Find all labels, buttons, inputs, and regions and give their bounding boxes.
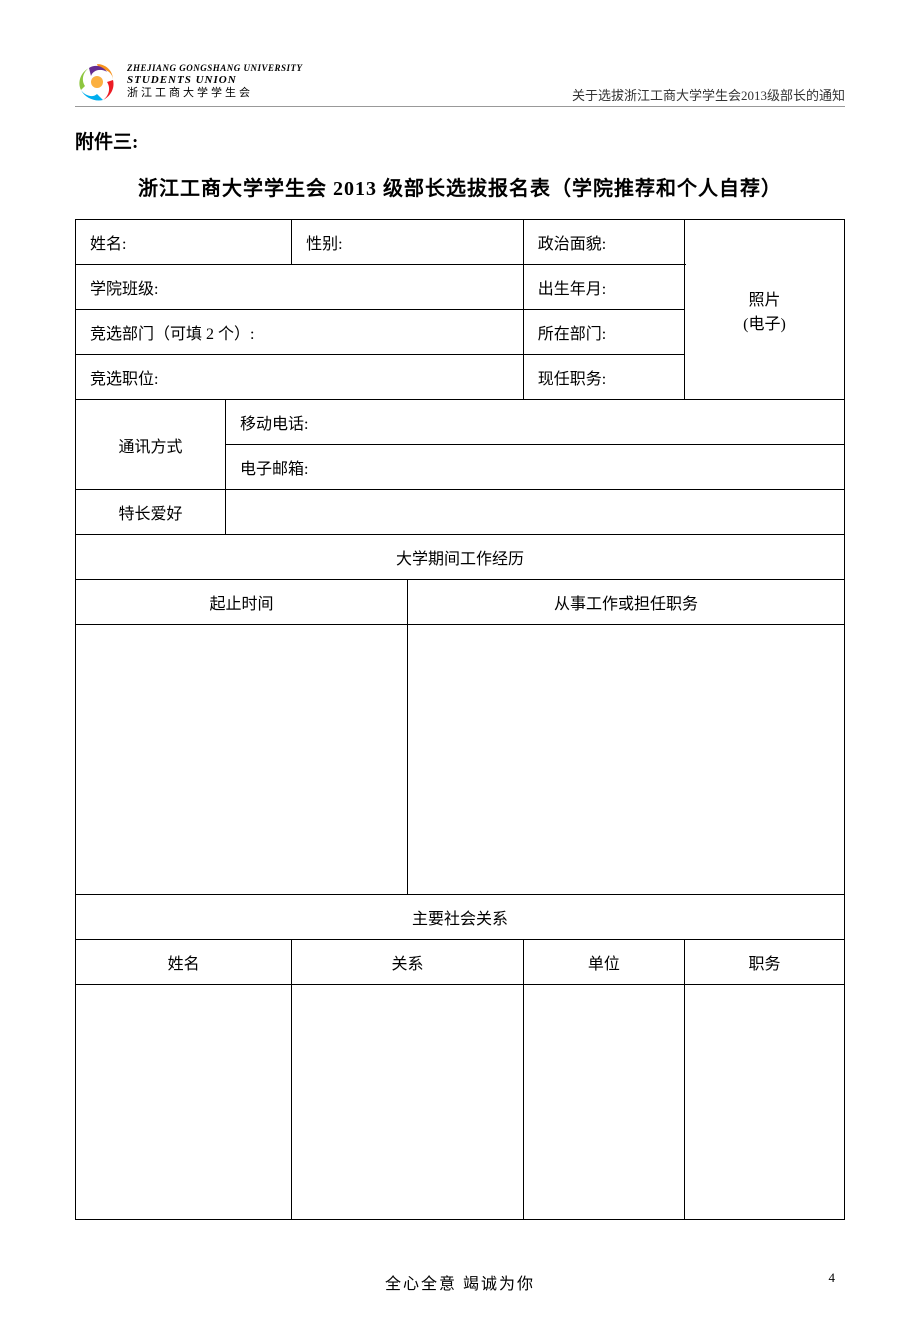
social-name-header: 姓名 — [76, 940, 292, 985]
field-current-dept: 所在部门: — [523, 310, 684, 355]
field-current-position: 现任职务: — [523, 355, 684, 400]
footer-motto: 全心全意 竭诚为你 — [385, 1270, 535, 1294]
page-number: 4 — [829, 1270, 836, 1286]
logo-text: ZHEJIANG GONGSHANG UNIVERSITY STUDENTS U… — [127, 63, 303, 100]
social-unit-cell — [523, 985, 684, 1220]
hobby-value — [226, 490, 845, 535]
logo-en-line1: ZHEJIANG GONGSHANG UNIVERSITY — [127, 63, 303, 74]
field-hobby: 特长爱好 — [76, 490, 226, 535]
social-relation-header: 关系 — [292, 940, 524, 985]
social-unit-header: 单位 — [523, 940, 684, 985]
row-basic-1: 姓名: 性别: 政治面貌: 照片 (电子) — [76, 220, 845, 265]
logo-area: ZHEJIANG GONGSHANG UNIVERSITY STUDENTS U… — [75, 60, 303, 104]
field-college-class: 学院班级: — [76, 265, 524, 310]
field-gender: 性别: — [292, 220, 524, 265]
social-section-header: 主要社会关系 — [76, 895, 845, 940]
field-email: 电子邮箱: — [226, 445, 845, 490]
work-time-cell — [76, 625, 408, 895]
field-birth: 出生年月: — [523, 265, 684, 310]
work-time-header: 起止时间 — [76, 580, 408, 625]
header-right-text: 关于选拔浙江工商大学学生会2013级部长的通知 — [572, 85, 845, 104]
work-job-header: 从事工作或担任职务 — [407, 580, 844, 625]
application-form-table: 姓名: 性别: 政治面貌: 照片 (电子) 学院班级: 出生年月: 竞选部门（可… — [75, 219, 845, 1220]
row-social-empty — [76, 985, 845, 1220]
logo-icon — [75, 60, 119, 104]
page-footer: 全心全意 竭诚为你 4 — [75, 1270, 845, 1290]
field-political: 政治面貌: — [523, 220, 684, 265]
field-contact: 通讯方式 — [76, 400, 226, 490]
logo-en-line2: STUDENTS UNION — [127, 74, 303, 87]
work-job-cell — [407, 625, 844, 895]
logo-cn: 浙江工商大学学生会 — [127, 87, 303, 100]
field-mobile: 移动电话: — [226, 400, 845, 445]
row-social-headers: 姓名 关系 单位 职务 — [76, 940, 845, 985]
row-work-empty — [76, 625, 845, 895]
field-apply-dept: 竞选部门（可填 2 个）: — [76, 310, 524, 355]
row-work-section: 大学期间工作经历 — [76, 535, 845, 580]
row-contact-1: 通讯方式 移动电话: — [76, 400, 845, 445]
row-social-section: 主要社会关系 — [76, 895, 845, 940]
photo-cell: 照片 (电子) — [685, 220, 845, 400]
social-name-cell — [76, 985, 292, 1220]
photo-label-2: (电子) — [699, 310, 830, 334]
page-header: ZHEJIANG GONGSHANG UNIVERSITY STUDENTS U… — [75, 60, 845, 107]
row-hobby: 特长爱好 — [76, 490, 845, 535]
row-work-headers: 起止时间 从事工作或担任职务 — [76, 580, 845, 625]
field-apply-position: 竞选职位: — [76, 355, 524, 400]
work-section-header: 大学期间工作经历 — [76, 535, 845, 580]
social-relation-cell — [292, 985, 524, 1220]
attachment-label: 附件三: — [75, 127, 845, 154]
field-name: 姓名: — [76, 220, 292, 265]
photo-label-1: 照片 — [699, 286, 830, 310]
social-position-header: 职务 — [685, 940, 845, 985]
main-title: 浙江工商大学学生会 2013 级部长选拔报名表（学院推荐和个人自荐） — [75, 172, 845, 201]
social-position-cell — [685, 985, 845, 1220]
